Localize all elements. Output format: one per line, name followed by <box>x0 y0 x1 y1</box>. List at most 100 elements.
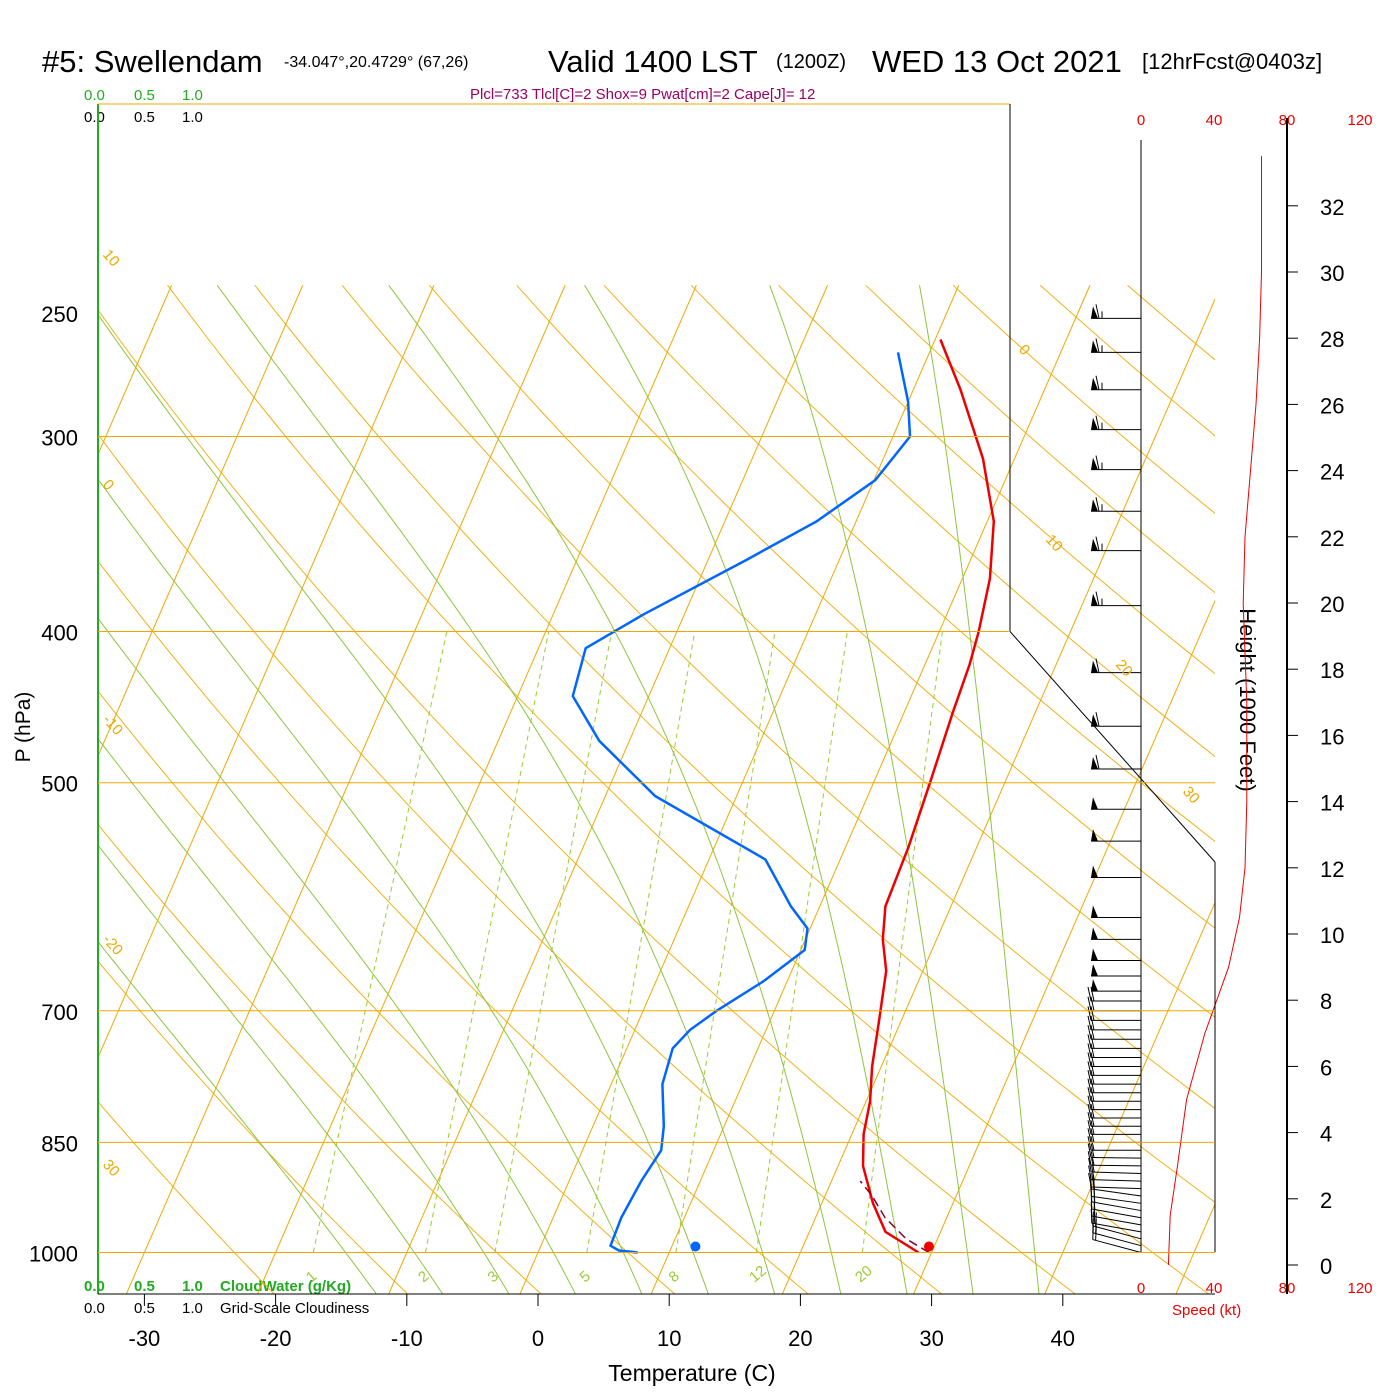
moist-adiabat-line <box>98 844 444 1294</box>
dry-adiabat-line <box>1214 285 1215 287</box>
barb-flag <box>1095 375 1100 390</box>
mixing-ratio-line <box>586 631 696 1253</box>
wind-barb <box>1087 1034 1141 1049</box>
barb-pennant <box>1091 757 1098 770</box>
zulu-time: (1200Z) <box>776 51 846 73</box>
height-tick-label: 16 <box>1320 724 1344 749</box>
barb-pennant <box>1091 593 1098 606</box>
speed-bottom-tick-3: 120 <box>1347 1280 1372 1297</box>
height-tick-label: 26 <box>1320 393 1344 418</box>
height-tick-label: 14 <box>1320 791 1344 816</box>
barb-flag <box>1087 1136 1092 1151</box>
dry-adiabat-line <box>98 690 676 1294</box>
barb-pennant <box>1091 963 1098 976</box>
pressure-tick-label: 500 <box>41 772 78 797</box>
barb-flag <box>1087 1120 1092 1135</box>
dry-adiabat-line <box>341 284 1215 1110</box>
isotherm-label: 30 <box>1179 783 1203 807</box>
pressure-tick-label: 850 <box>41 1131 78 1156</box>
wind-barb <box>1091 712 1141 727</box>
dewpoint-line <box>571 352 912 1254</box>
forecast-info: [12hrFcst@0403z] <box>1142 49 1322 74</box>
height-tick-label: 2 <box>1320 1188 1332 1213</box>
wind-barb <box>1087 1120 1141 1135</box>
barb-flag <box>1087 1087 1092 1102</box>
barb-flag <box>1087 1128 1092 1143</box>
x-tick-label: 30 <box>919 1326 943 1351</box>
wind-barb <box>1090 1187 1142 1212</box>
dry-adiabat-line <box>690 284 1215 758</box>
barb-flag <box>1090 1078 1095 1093</box>
height-tick-label: 30 <box>1320 261 1344 286</box>
dry-adiabat-line <box>1127 284 1215 361</box>
x-tick-label: -10 <box>391 1326 423 1351</box>
isotherm-label: -20 <box>99 931 126 958</box>
mixing-ratio-line <box>861 631 943 1253</box>
speed-axis-label: Speed (kt) <box>1172 1302 1241 1319</box>
barb-flag <box>1090 1034 1095 1049</box>
speed-bottom-tick-0: 0 <box>1137 1280 1145 1297</box>
barb-flag <box>1090 1043 1095 1058</box>
barb-flag <box>1090 1006 1095 1021</box>
pressure-tick-label: 700 <box>41 1000 78 1025</box>
barb-flag <box>1087 1112 1092 1127</box>
barb-flag <box>1095 338 1100 353</box>
wind-barb <box>1091 455 1141 471</box>
valid-date: WED 13 Oct 2021 <box>872 44 1122 79</box>
barb-flag <box>1095 754 1100 770</box>
station-coords: -34.047°,20.4729° (67,26) <box>284 54 468 71</box>
barb-flag <box>1087 1078 1092 1093</box>
barb-pennant <box>1091 948 1098 961</box>
cloudwater-label: CloudWater (g/Kg) <box>220 1278 351 1295</box>
x-tick-label: -30 <box>129 1326 161 1351</box>
wind-barb <box>1087 1112 1141 1127</box>
isotherm-line <box>1044 901 1215 1294</box>
speed-top-tick-1: 40 <box>1206 112 1223 129</box>
barb-pennant <box>1091 865 1098 878</box>
height-tick-label: 10 <box>1320 923 1344 948</box>
wind-barb <box>1087 1087 1141 1102</box>
barb-shaft <box>1092 1239 1142 1253</box>
isotherm-line <box>98 285 173 456</box>
height-tick-label: 12 <box>1320 857 1344 882</box>
barb-flag <box>1088 1165 1092 1180</box>
wind-barb <box>1087 1015 1141 1031</box>
barb-shaft <box>1092 1225 1142 1240</box>
moist-adiabat-line <box>98 617 577 1294</box>
height-tick-label: 24 <box>1320 460 1344 485</box>
mixing-ratio-line <box>755 631 848 1253</box>
dry-adiabat-line <box>1039 284 1215 437</box>
barb-flag <box>1095 415 1100 430</box>
wind-barb <box>1091 304 1141 319</box>
x-tick-label: 0 <box>532 1326 544 1351</box>
dry-adiabat-line <box>98 560 809 1294</box>
pressure-tick-label: 1000 <box>29 1242 78 1267</box>
wind-barb <box>1091 979 1141 992</box>
mixing-ratio-line <box>312 631 448 1253</box>
parcel-params: Plcl=733 Tlcl[C]=2 Shox=9 Pwat[cm]=2 Cap… <box>470 86 815 103</box>
barb-flag <box>1087 1015 1092 1030</box>
barb-shaft <box>1091 1215 1142 1226</box>
barb-pennant <box>1091 306 1098 319</box>
wind-barb <box>1091 591 1141 607</box>
height-tick-label: 22 <box>1320 526 1344 551</box>
wind-barb <box>1087 1043 1141 1059</box>
y2-axis-label: Height (1000 Feet) <box>1235 608 1260 791</box>
pressure-tick-label: 250 <box>41 302 78 327</box>
barb-flag <box>1090 1136 1095 1151</box>
wind-barb <box>1091 927 1141 940</box>
barb-flag <box>1087 1143 1092 1158</box>
barb-flag <box>1088 1157 1092 1173</box>
wind-barb <box>1087 1095 1141 1111</box>
isotherm-line <box>257 285 697 1294</box>
barb-flag <box>1087 1025 1092 1040</box>
wind-barb <box>1091 497 1141 512</box>
barb-flag <box>1090 1052 1095 1067</box>
isotherm-line <box>650 285 1091 1294</box>
mixing-ratio-label: 2 <box>415 1268 432 1286</box>
isotherm-label: 10 <box>1042 531 1066 555</box>
barb-flag <box>1090 1061 1095 1076</box>
height-tick-label: 32 <box>1320 195 1344 220</box>
